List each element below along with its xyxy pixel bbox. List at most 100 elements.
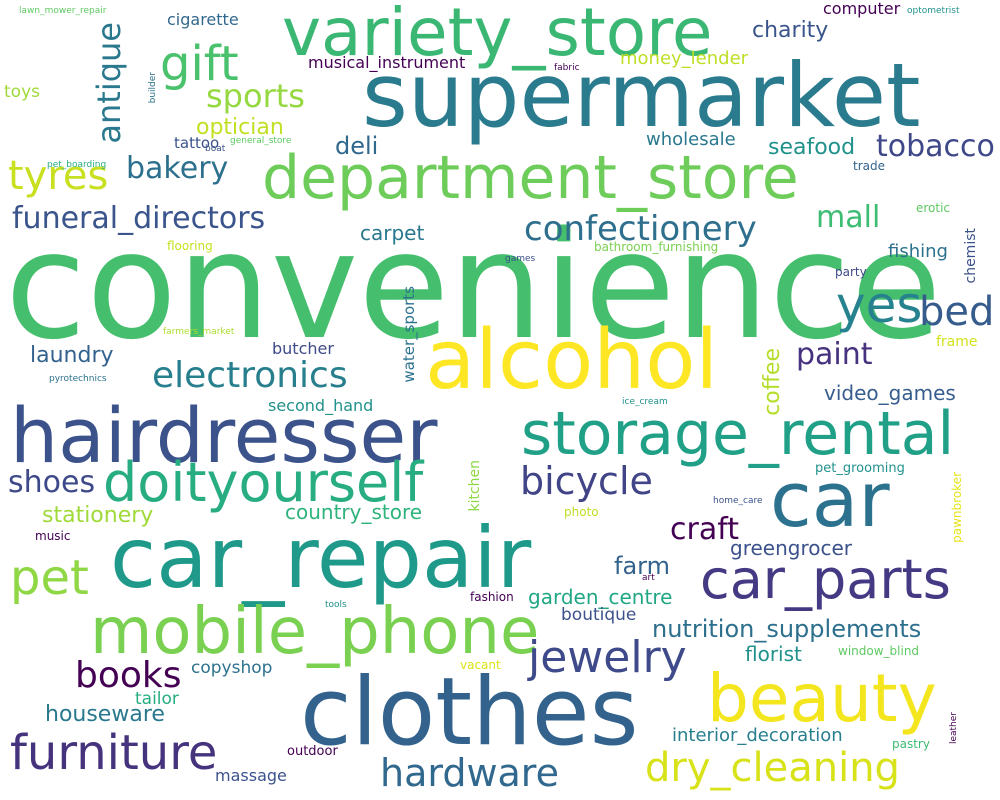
word-pet: pet bbox=[10, 550, 89, 606]
word-kitchen: kitchen bbox=[467, 460, 483, 512]
word-sports: sports bbox=[206, 77, 305, 115]
word-mall: mall bbox=[816, 200, 881, 235]
word-tobacco: tobacco bbox=[876, 129, 995, 164]
word-convenience: convenience bbox=[5, 200, 942, 372]
word-chemist: chemist bbox=[963, 228, 979, 284]
word-books: books bbox=[75, 655, 182, 696]
word-party: party bbox=[835, 265, 867, 279]
word-boat: boat bbox=[205, 144, 226, 154]
word-vacant: vacant bbox=[460, 658, 501, 672]
word-seafood: seafood bbox=[768, 135, 856, 160]
word-fishing: fishing bbox=[888, 241, 948, 262]
word-tailor: tailor bbox=[135, 689, 179, 709]
word-pastry: pastry bbox=[892, 737, 930, 751]
word-florist: florist bbox=[745, 642, 802, 666]
word-bicycle: bicycle bbox=[520, 459, 653, 503]
word-wholesale: wholesale bbox=[646, 129, 736, 150]
word-farm: farm bbox=[614, 552, 670, 580]
word-bed: bed bbox=[919, 289, 995, 335]
word-erotic: erotic bbox=[916, 201, 951, 215]
word-electronics: electronics bbox=[152, 355, 348, 396]
word-doityourself: doityourself bbox=[103, 451, 424, 514]
word-builder: builder bbox=[148, 72, 158, 104]
word-outdoor: outdoor bbox=[287, 744, 338, 759]
word-carpet: carpet bbox=[360, 221, 425, 245]
word-interior-decoration: interior_decoration bbox=[672, 725, 843, 746]
word-coffee: coffee bbox=[760, 348, 785, 416]
word-garden-centre: garden_centre bbox=[528, 585, 673, 609]
word-lawn-mower-repair: lawn_mower_repair bbox=[19, 6, 107, 16]
word-massage: massage bbox=[215, 766, 287, 785]
word-deli: deli bbox=[335, 132, 379, 160]
word-musical-instrument: musical_instrument bbox=[308, 53, 466, 72]
word-alcohol: alcohol bbox=[425, 313, 719, 408]
word-music: music bbox=[35, 529, 71, 543]
word-funeral-directors: funeral_directors bbox=[12, 201, 266, 236]
word-boutique: boutique bbox=[561, 605, 637, 625]
word-mobile-phone: mobile_phone bbox=[90, 595, 540, 669]
word-art: art bbox=[642, 573, 655, 583]
word-photo: photo bbox=[564, 505, 599, 519]
word-video-games: video_games bbox=[824, 381, 956, 405]
word-ice-cream: ice_cream bbox=[622, 397, 668, 407]
word-frame: frame bbox=[936, 334, 978, 350]
word-supermarket: supermarket bbox=[362, 44, 921, 147]
word-country-store: country_store bbox=[285, 500, 423, 524]
word-car-parts: car_parts bbox=[700, 548, 951, 611]
word-furniture: furniture bbox=[10, 725, 218, 781]
word-hairdresser: hairdresser bbox=[10, 391, 438, 480]
word-pawnbroker: pawnbroker bbox=[950, 472, 964, 543]
word-greengrocer: greengrocer bbox=[730, 536, 853, 560]
word-confectionery: confectionery bbox=[524, 209, 757, 249]
word-toys: toys bbox=[4, 82, 40, 102]
word-clothes: clothes bbox=[300, 658, 639, 767]
word-paint: paint bbox=[796, 337, 873, 372]
word-farmers-market: farmers_market bbox=[163, 327, 235, 337]
word-trade: trade bbox=[853, 159, 885, 173]
word-copyshop: copyshop bbox=[191, 658, 273, 678]
word-leather: leather bbox=[949, 712, 959, 745]
word-pet-grooming: pet_grooming bbox=[815, 461, 905, 476]
word-beauty: beauty bbox=[707, 660, 937, 737]
word-storage-rental: storage_rental bbox=[521, 399, 955, 469]
word-nutrition-supplements: nutrition_supplements bbox=[652, 615, 922, 643]
word-bakery: bakery bbox=[126, 151, 229, 186]
word-money-lender: money_lender bbox=[620, 48, 749, 69]
word-optometrist: optometrist bbox=[907, 6, 960, 16]
word-computer: computer bbox=[823, 0, 901, 18]
word-car: car bbox=[770, 455, 890, 544]
word-fashion: fashion bbox=[470, 590, 514, 604]
word-fabric: fabric bbox=[554, 63, 580, 73]
word-cigarette: cigarette bbox=[167, 10, 239, 29]
word-car-repair: car_repair bbox=[110, 509, 532, 607]
word-window-blind: window_blind bbox=[838, 644, 920, 658]
word-tools: tools bbox=[325, 600, 347, 610]
word-pet-boarding: pet_boarding bbox=[47, 160, 107, 170]
word-shoes: shoes bbox=[8, 465, 96, 500]
word-laundry: laundry bbox=[30, 343, 114, 368]
word-tyres: tyres bbox=[8, 153, 109, 199]
word-second-hand: second_hand bbox=[268, 396, 374, 415]
word-tattoo: tattoo bbox=[174, 134, 220, 152]
word-yes: yes bbox=[836, 276, 923, 334]
word-houseware: houseware bbox=[45, 702, 165, 727]
word-butcher: butcher bbox=[272, 339, 334, 358]
word-hardware: hardware bbox=[380, 751, 559, 795]
word-home-care: home_care bbox=[713, 496, 763, 506]
word-bathroom-furnishing: bathroom_furnishing bbox=[594, 240, 719, 254]
word-gift: gift bbox=[160, 36, 239, 92]
word-flooring: flooring bbox=[167, 239, 213, 253]
word-variety-store: variety_store bbox=[282, 0, 713, 71]
word-optician: optician bbox=[196, 115, 284, 140]
word-dry-cleaning: dry_cleaning bbox=[645, 745, 900, 791]
word-games: games bbox=[505, 254, 536, 264]
word-pyrotechnics: pyrotechnics bbox=[49, 374, 107, 384]
word-stationery: stationery bbox=[42, 503, 154, 528]
word-craft: craft bbox=[670, 512, 740, 547]
word-water-sports: water_sports bbox=[400, 286, 418, 383]
word-jewelry: jewelry bbox=[528, 632, 687, 683]
word-antique: antique bbox=[90, 22, 128, 144]
word-charity: charity bbox=[752, 18, 829, 43]
word-general-store: general_store bbox=[230, 136, 292, 146]
